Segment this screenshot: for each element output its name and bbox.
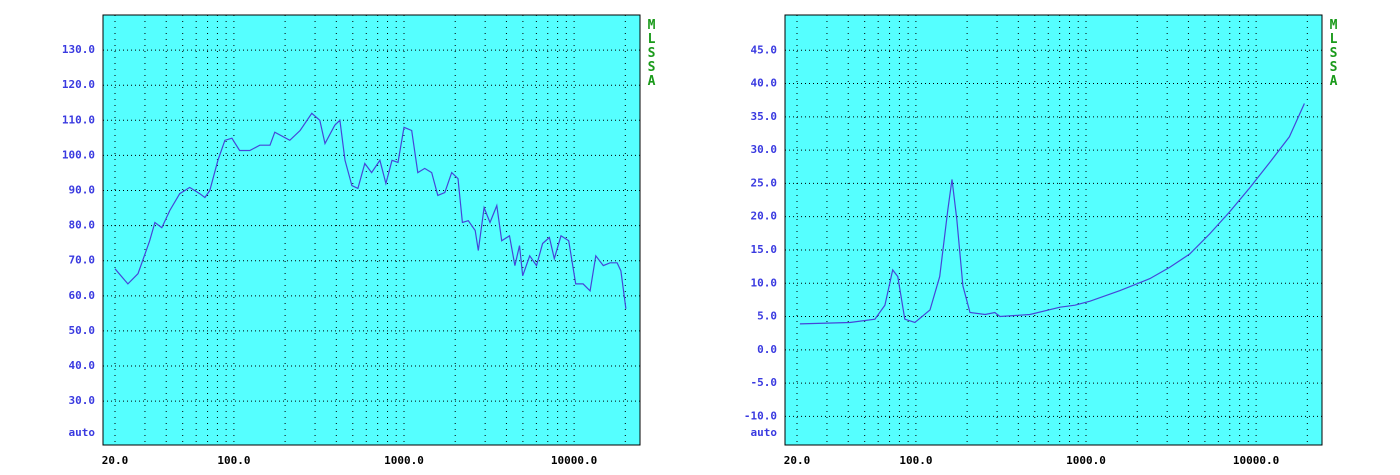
y-tick-label: 25.0 [751,176,778,189]
y-tick-label: 40.0 [751,77,778,90]
plot-area [784,14,1323,446]
y-tick-label: -10.0 [744,409,777,422]
x-tick-label: 10000.0 [551,454,597,467]
data-line [799,103,1305,325]
y-tick-label: 35.0 [751,110,778,123]
x-tick-label: 1000.0 [1066,454,1106,467]
y-tick-label: 30.0 [69,394,96,407]
data-line [114,112,627,309]
x-tick-label: 100.0 [899,454,932,467]
x-tick-label: 1000.0 [384,454,424,467]
y-tick-label: 0.0 [757,343,777,356]
y-tick-label: 30.0 [751,143,778,156]
y-tick-label: 110.0 [62,113,95,126]
side-label: MLSSA [644,18,659,88]
plot-area [102,14,641,446]
y-tick-label: 5.0 [757,310,777,323]
x-tick-label: 20.0 [102,454,129,467]
y-tick-label: 90.0 [69,184,96,197]
x-tick-label: 100.0 [217,454,250,467]
y-tick-label: 45.0 [751,43,778,56]
y-tick-label: 15.0 [751,243,778,256]
y-tick-label: 80.0 [69,219,96,232]
y-tick-label: -5.0 [751,376,778,389]
y-tick-label: 10.0 [751,276,778,289]
y-tick-label: 20.0 [751,210,778,223]
y-tick-label: 60.0 [69,289,96,302]
auto-label: auto [69,426,96,439]
y-tick-label: 130.0 [62,43,95,56]
y-tick-label: 50.0 [69,324,96,337]
y-tick-label: 70.0 [69,254,96,267]
x-tick-label: 10000.0 [1233,454,1279,467]
y-tick-label: 100.0 [62,148,95,161]
side-label: MLSSA [1326,18,1341,88]
x-tick-label: 20.0 [784,454,811,467]
y-tick-label: 120.0 [62,78,95,91]
y-tick-label: 40.0 [69,359,96,372]
auto-label: auto [751,426,778,439]
